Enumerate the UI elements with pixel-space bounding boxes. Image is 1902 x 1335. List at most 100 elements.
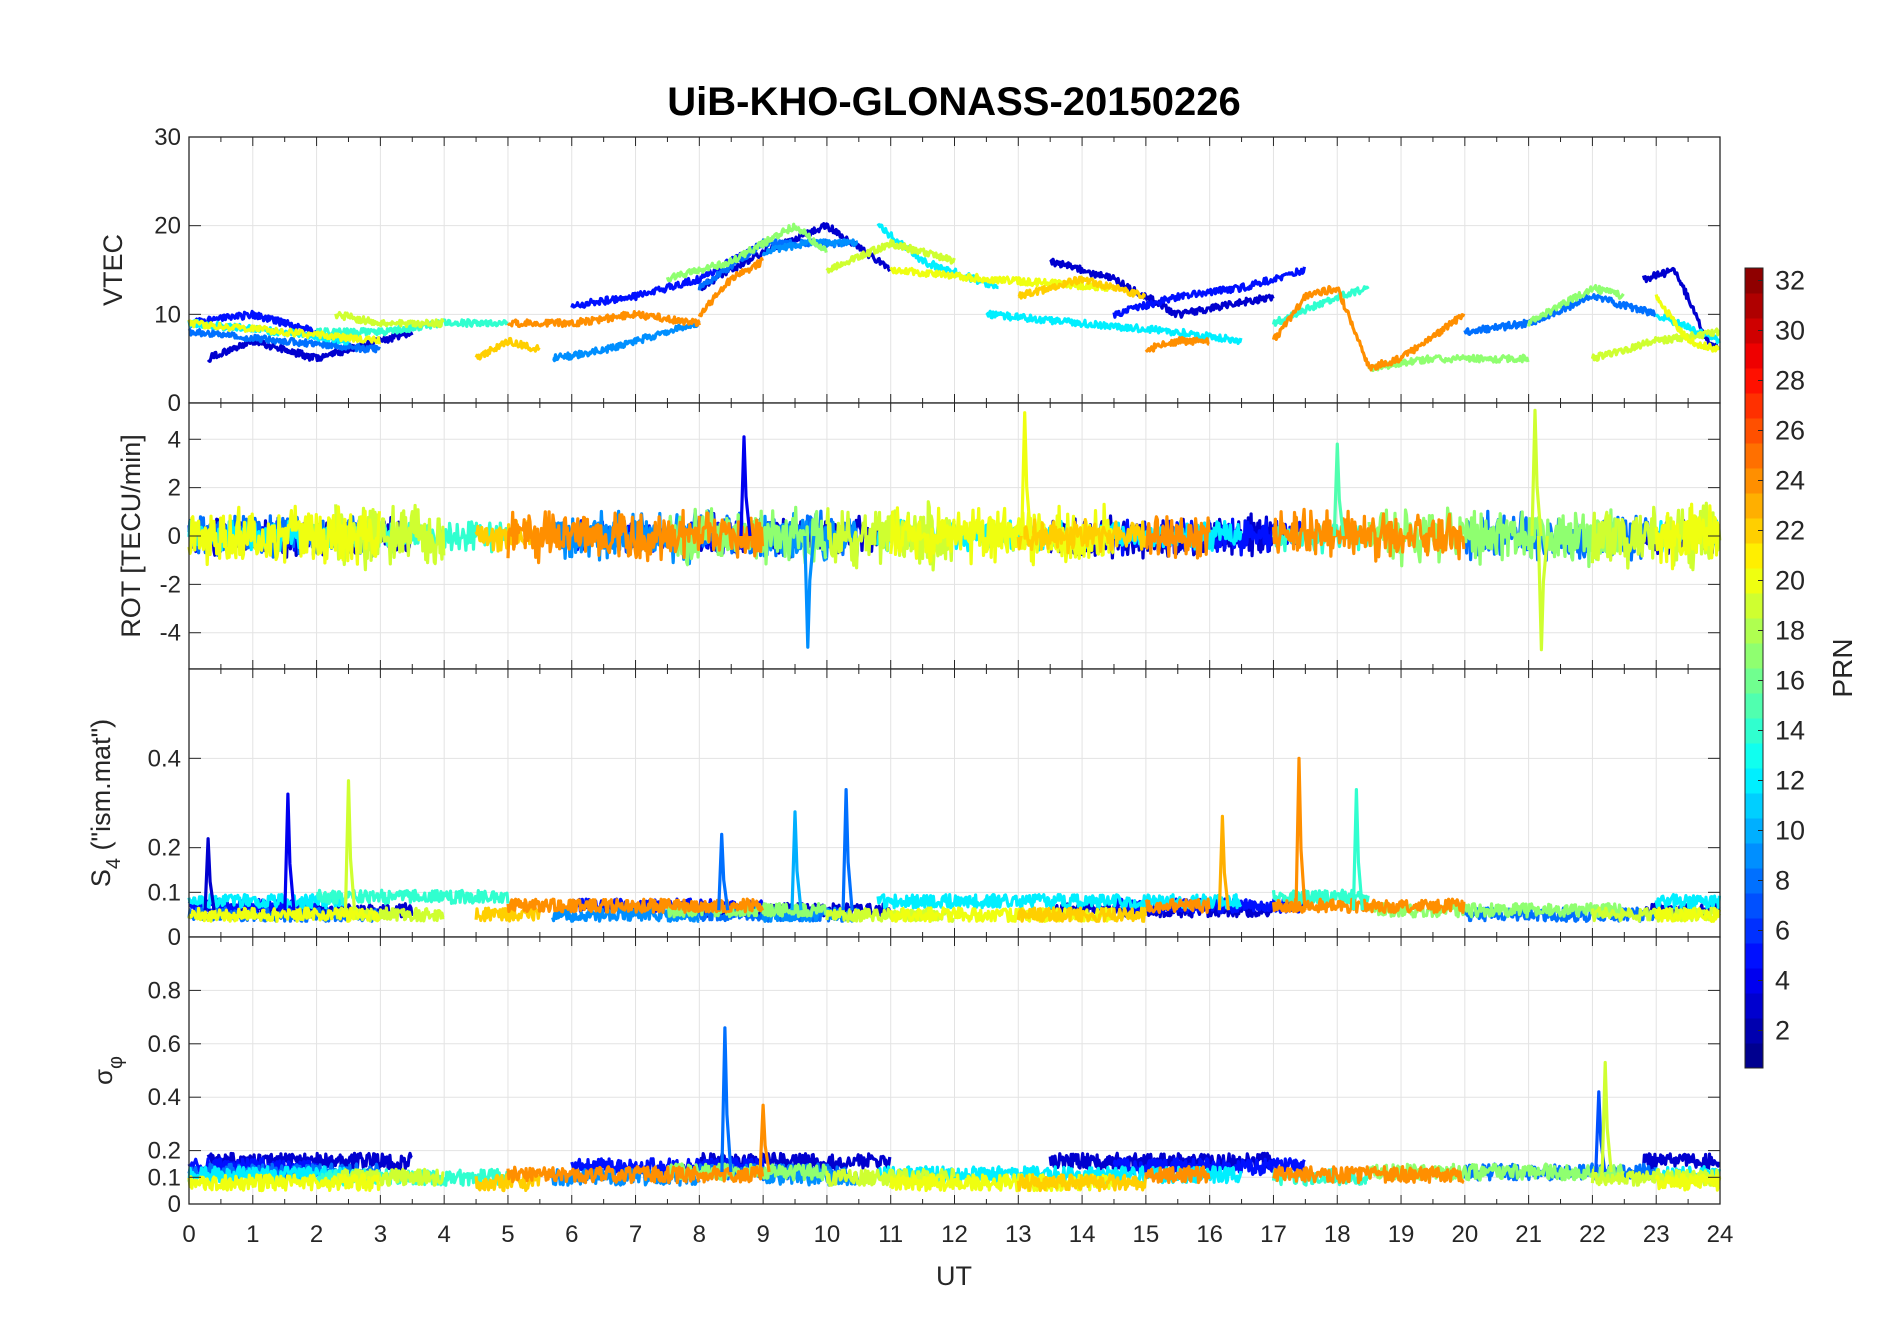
y-axis-label-vtec: VTEC [98,234,128,306]
spike-prn-24 [1294,756,1307,911]
spike-prn-15 [1332,442,1345,537]
colorbar-frame [1744,267,1764,1069]
series-line-prn-20-s4 [1654,906,1721,923]
colorbar-swatch [1745,918,1763,944]
colorbar-swatch [1745,793,1763,819]
x-tick-label: 3 [374,1221,387,1248]
series-line-prn-22-sigma [474,1173,541,1193]
series-layer [187,1026,1722,1193]
panel-s4: 0 0.1 0.2 0.4 S4 ("ism.mat") [86,668,1722,951]
colorbar-tick-label: 22 [1775,516,1805,546]
colorbar-tick-label: 16 [1775,666,1805,696]
y-tick-label: 0 [168,924,181,951]
series-line-prn-24-vtec [1144,335,1210,353]
colorbar-swatch [1745,718,1763,744]
colorbar-swatch [1745,493,1763,519]
y-tick-label: 0 [168,1191,181,1218]
spike-prn-4 [739,435,752,537]
spike-prn-8 [841,787,854,911]
series-line-prn-24-vtec [697,256,764,318]
panel-vtec: 0 10 20 30 VTEC [98,124,1721,417]
y-tick-label: 0 [168,523,181,550]
colorbar-swatch [1745,993,1763,1019]
series-line-prn-22-vtec [474,336,541,361]
x-tick-label: 22 [1579,1221,1606,1248]
colorbar-swatch [1745,843,1763,869]
series-line-prn-3-sigma [1641,1152,1721,1171]
colorbar-tick-label: 10 [1775,816,1805,846]
spike-prn-4 [283,792,296,911]
series-layer [187,408,1722,652]
series-line-prn-20-s4 [187,906,381,923]
y-tick-label: -4 [160,620,181,647]
colorbar-swatch [1745,368,1763,394]
series-line-prn-20-sigma [187,1173,381,1193]
y-tick-label: 10 [154,301,181,328]
y-tick-label: 0.4 [148,745,181,772]
colorbar-swatch [1745,293,1763,319]
colorbar-tick-label: 28 [1775,366,1805,396]
series-line-prn-24-s4 [506,897,701,914]
x-tick-label: 5 [501,1221,514,1248]
colorbar-tick-label: 2 [1775,1016,1790,1046]
spike-prn-8 [717,832,730,911]
series-line-prn-17-vtec [1367,353,1530,373]
colorbar-tick-label: 18 [1775,616,1805,646]
x-tick-label: 1 [246,1221,259,1248]
x-tick-label: 24 [1707,1221,1734,1248]
series-line-prn-12-vtec [1654,313,1721,345]
colorbar-swatch [1745,468,1763,494]
colorbar-swatch [1745,318,1763,344]
colorbar-swatch [1745,1018,1763,1044]
series-line-prn-19-vtec [825,238,956,274]
spike-prn-9 [803,535,816,649]
x-tick-label: 7 [629,1221,642,1248]
series-line-prn-20-rot [187,504,381,567]
colorbar-swatch [1745,768,1763,794]
spike-prn-24 [758,1103,771,1173]
y-tick-label: 0.4 [148,1084,181,1111]
colorbar-tick-label: 30 [1775,316,1805,346]
series-line-prn-19-vtec [334,311,445,329]
x-tick-label: 17 [1260,1221,1287,1248]
x-tick-label: 16 [1196,1221,1223,1248]
x-tick-label: 8 [693,1221,706,1248]
y-tick-label: 0.2 [148,1138,181,1165]
series-line-prn-20-vtec [889,266,1116,292]
colorbar-tick-label: 14 [1775,716,1805,746]
series-layer [187,756,1722,924]
x-tick-label: 4 [437,1221,450,1248]
series-line-prn-14-vtec [315,318,509,337]
colorbar-swatch [1745,868,1763,894]
x-tick-label: 13 [1005,1221,1032,1248]
spike-prn-3 [203,837,216,911]
series-line-prn-8-vtec [1463,293,1657,336]
x-tick-label: 10 [814,1221,841,1248]
colorbar-swatch [1745,968,1763,994]
series-line-prn-22-sigma [1016,1173,1148,1193]
series-line-prn-22-s4 [1016,906,1148,923]
spike-prn-19 [1530,408,1543,537]
colorbar-swatch [1745,393,1763,419]
chart-title: UiB-KHO-GLONASS-20150226 [667,80,1241,124]
colorbar-tick-label: 20 [1775,566,1805,596]
x-tick-label: 6 [565,1221,578,1248]
spike-prn-19 [1600,1060,1613,1173]
colorbar-swatch [1745,818,1763,844]
colorbar-swatch [1745,593,1763,619]
x-tick-label: 19 [1388,1221,1415,1248]
series-line-prn-24-rot [697,511,765,559]
series-line-prn-24-rot [1271,507,1466,563]
panel-sigma: 00.10.2 0.4 0.6 0.8 σφ [88,936,1722,1218]
series-line-prn-24-sigma [697,1165,765,1184]
spike-prn-23 [1217,814,1230,911]
series-line-prn-24-s4 [697,897,765,914]
spike-prn-10 [790,810,803,911]
series-line-prn-5-vtec [187,309,318,336]
series-line-prn-17-sigma [1527,1162,1625,1182]
series-line-prn-20-rot [1654,502,1721,571]
colorbar-tick-label: 12 [1775,766,1805,796]
